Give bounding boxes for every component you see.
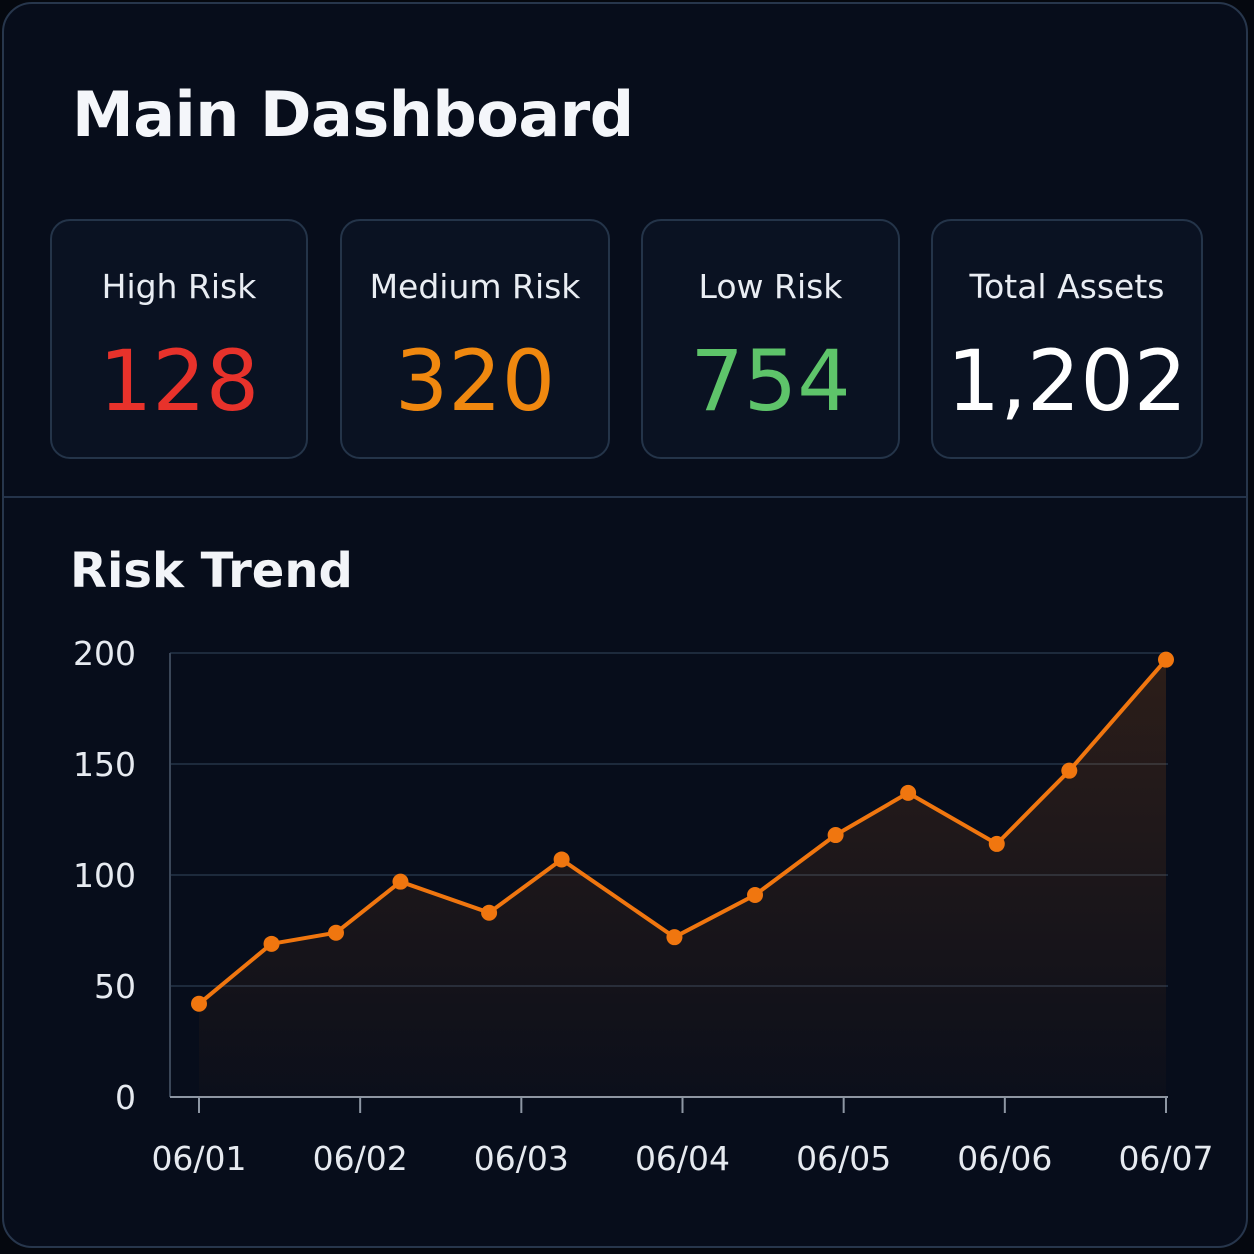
stat-card-low-risk[interactable]: Low Risk 754 [641, 219, 900, 459]
x-tick-label: 06/03 [474, 1139, 569, 1178]
data-point [988, 835, 1005, 852]
data-point [900, 784, 917, 801]
x-tick-label: 06/05 [796, 1139, 891, 1178]
data-point [827, 827, 844, 844]
data-point [191, 995, 207, 1012]
x-tick-labels: 06/01 06/02 06/03 06/04 06/05 06/06 06/07 [151, 1139, 1213, 1178]
y-tick-labels: 0 50 100 150 200 [73, 634, 136, 1117]
x-tick-label: 06/01 [151, 1139, 246, 1178]
data-point [553, 851, 570, 868]
data-point [747, 886, 764, 903]
risk-trend-title: Risk Trend [70, 543, 353, 599]
stat-value-total-assets: 1,202 [946, 332, 1188, 430]
stat-value-medium-risk: 320 [394, 332, 556, 430]
data-point [327, 924, 344, 941]
x-tick-label: 06/04 [635, 1139, 730, 1178]
y-tick-label: 100 [73, 856, 136, 895]
x-tick-label: 06/02 [313, 1139, 408, 1178]
stat-value-low-risk: 754 [690, 332, 851, 430]
chart-area [199, 659, 1166, 1097]
chart-points [191, 651, 1174, 1012]
stat-card-total-assets[interactable]: Total Assets 1,202 [931, 219, 1203, 459]
series-area [199, 659, 1166, 1097]
data-point [1158, 651, 1174, 668]
data-point [392, 873, 409, 890]
page-title: Main Dashboard [72, 78, 634, 151]
data-point [263, 935, 280, 952]
stat-card-medium-risk[interactable]: Medium Risk 320 [340, 219, 610, 459]
x-tick-label: 06/06 [957, 1139, 1052, 1178]
stat-label-medium-risk: Medium Risk [369, 267, 581, 306]
data-point [666, 929, 683, 946]
y-tick-label: 0 [115, 1078, 136, 1117]
stat-label-low-risk: Low Risk [698, 267, 843, 306]
stat-card-high-risk[interactable]: High Risk 128 [50, 219, 308, 459]
y-tick-label: 50 [94, 967, 136, 1006]
stat-label-total-assets: Total Assets [969, 267, 1165, 306]
section-divider [4, 496, 1246, 498]
data-point [1061, 762, 1078, 779]
stat-value-high-risk: 128 [98, 332, 260, 430]
x-tick-label: 06/07 [1118, 1139, 1213, 1178]
y-tick-label: 150 [73, 745, 136, 784]
y-tick-label: 200 [73, 634, 136, 673]
stat-label-high-risk: High Risk [101, 267, 257, 306]
data-point [481, 904, 498, 921]
